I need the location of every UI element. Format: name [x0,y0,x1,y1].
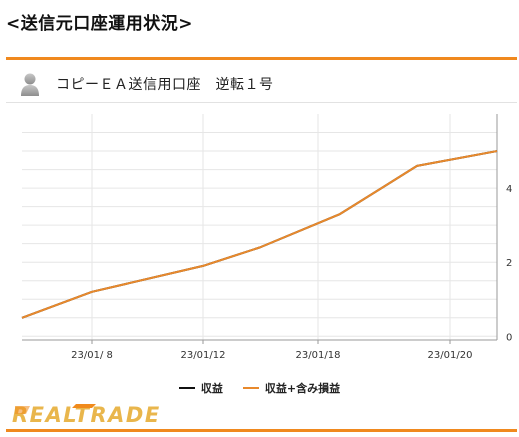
x-tick-label: 23/01/20 [428,350,473,361]
legend-label-profit-unrealized: 収益+含み損益 [264,382,341,395]
page-title: <送信元口座運用状況> [6,14,193,34]
title-underline [6,57,517,60]
x-axis-tick-labels: 23/01/ 8 23/01/12 23/01/18 23/01/20 [71,340,472,361]
y-tick-label: 0 [506,332,512,343]
realtrade-logo: REALTRADE [12,403,161,426]
vertical-gridlines [91,114,451,340]
legend-item-profit: 収益 [178,380,223,396]
series-line-profit-unrealized [21,150,498,319]
chart-axes [22,114,498,341]
bottom-rule [6,429,517,432]
legend-swatch-profit [178,387,195,389]
legend-swatch-profit-unrealized [242,387,259,389]
profit-line-chart: 0 2 4 23/01/ 8 23/01/12 23/01/18 23/01/20 [21,114,512,361]
series-lines [21,150,498,319]
legend-label-profit: 収益 [200,382,223,395]
chart-legend: 収益 収益+含み損益 [0,380,519,396]
x-tick-label: 23/01/18 [296,350,341,361]
account-header: コピーＥＡ送信用口座 逆転１号 [20,72,274,96]
horizontal-gridlines [22,132,497,337]
series-line-profit [21,150,498,319]
y-tick-label: 2 [506,258,512,269]
svg-text:REALTRADE: REALTRADE [12,403,161,426]
y-axis-tick-labels: 0 2 4 [506,184,512,343]
user-silhouette-icon [21,73,39,96]
y-tick-label: 4 [506,184,512,195]
x-tick-label: 23/01/12 [181,350,226,361]
legend-item-profit-unrealized: 収益+含み損益 [242,380,341,396]
account-name: コピーＥＡ送信用口座 逆転１号 [56,77,274,93]
header-separator [6,102,517,103]
x-tick-label: 23/01/ 8 [71,350,113,361]
